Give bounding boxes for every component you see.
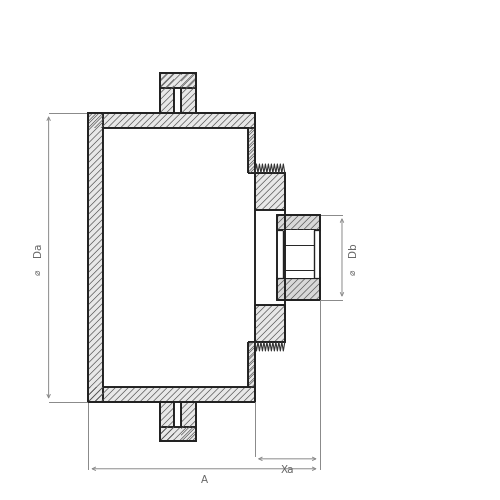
Bar: [174, 402, 182, 426]
Bar: [174, 88, 182, 114]
Polygon shape: [88, 114, 255, 173]
Polygon shape: [160, 74, 174, 114]
Polygon shape: [278, 215, 320, 230]
Text: ⌀: ⌀: [348, 270, 358, 275]
Text: Da: Da: [32, 243, 42, 257]
Polygon shape: [248, 128, 255, 173]
Polygon shape: [88, 114, 104, 402]
Polygon shape: [182, 74, 196, 114]
Bar: [278, 230, 320, 278]
Polygon shape: [182, 402, 196, 442]
Polygon shape: [88, 342, 255, 402]
Polygon shape: [255, 173, 285, 210]
Polygon shape: [248, 342, 255, 386]
Bar: [255, 210, 285, 304]
Polygon shape: [160, 402, 174, 442]
Text: A: A: [200, 474, 207, 484]
Polygon shape: [278, 278, 320, 299]
Bar: [248, 210, 255, 304]
Text: Db: Db: [348, 242, 358, 258]
Polygon shape: [255, 304, 285, 342]
Polygon shape: [160, 426, 196, 442]
Text: ⌀: ⌀: [33, 270, 42, 275]
Bar: [104, 128, 248, 386]
Polygon shape: [160, 74, 196, 88]
Bar: [284, 230, 314, 278]
Text: Xa: Xa: [280, 465, 294, 475]
